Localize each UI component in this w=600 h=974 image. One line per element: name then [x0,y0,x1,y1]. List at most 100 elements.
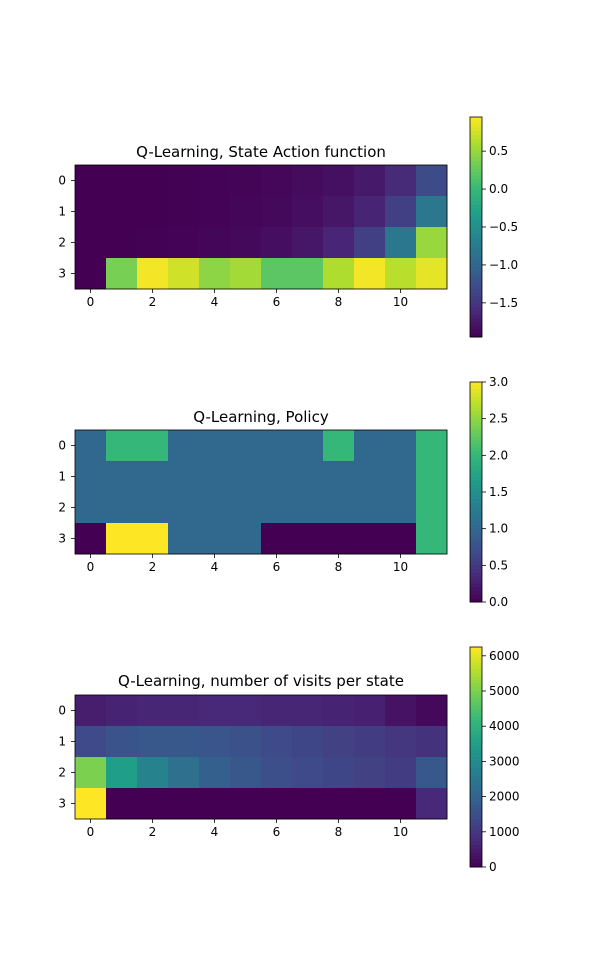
colorbar-tick-label: −0.5 [489,220,518,234]
colorbar-segment [470,845,482,850]
colorbar-segment [470,208,482,213]
heatmap-cell [75,492,107,524]
colorbar-segment [470,451,482,456]
heatmap-cell [137,227,169,259]
colorbar-segment [470,841,482,846]
y-tick-label: 3 [58,532,66,546]
colorbar-segment [470,727,482,732]
heatmap-cell [385,726,417,758]
colorbar-segment [470,550,482,555]
colorbar-tick-label: −1.5 [489,296,518,310]
heatmap-cell [323,227,355,259]
heatmap-cell [106,788,138,820]
colorbar-segment [470,245,482,250]
heatmap-cell [230,523,262,555]
x-tick-label: 6 [273,295,281,309]
heatmap-cell [137,492,169,524]
colorbar-segment [470,503,482,508]
colorbar-segment [470,517,482,522]
colorbar-tick-label: 3.0 [489,375,508,389]
heatmap-cell [354,196,386,228]
y-tick-label: 2 [58,236,66,250]
heatmap-cell [199,430,231,462]
heatmap-cell [416,523,448,555]
colorbar-segment [470,724,482,729]
heatmap-cell [354,461,386,493]
colorbar-segment [470,801,482,806]
colorbar-segment [470,654,482,659]
heatmap-cell [137,788,169,820]
heatmap-cell [416,196,448,228]
colorbar-segment [470,142,482,147]
heatmap-cell [168,523,200,555]
heatmap-cell [416,757,448,789]
colorbar-segment [470,382,482,387]
heatmap-cell [199,757,231,789]
heatmap-cell [416,430,448,462]
colorbar-segment [470,749,482,754]
colorbar-tick-label: 0.0 [489,595,508,609]
colorbar-segment [470,429,482,434]
heatmap-cell [75,757,107,789]
colorbar-segment [470,230,482,235]
colorbar-segment [470,591,482,596]
heatmap-cell [385,430,417,462]
heatmap-cell [168,757,200,789]
colorbar-segment [470,521,482,526]
heatmap-cell [354,695,386,727]
heatmap-cell [292,461,324,493]
colorbar-segment [470,128,482,133]
heatmap-cell [354,258,386,290]
heatmap-cell [261,461,293,493]
colorbar-segment [470,418,482,423]
colorbar-segment [470,565,482,570]
y-tick-label: 3 [58,797,66,811]
heatmap-cell [385,788,417,820]
heatmap-cell [261,695,293,727]
colorbar-segment [470,205,482,210]
colorbar-segment [470,532,482,537]
heatmap-cell [106,430,138,462]
heatmap-cell [323,461,355,493]
heatmap-cell [137,430,169,462]
y-tick-label: 0 [58,439,66,453]
colorbar-segment [470,164,482,169]
colorbar-segment [470,241,482,246]
colorbar-segment [470,572,482,577]
colorbar-segment [470,771,482,776]
colorbar-segment [470,139,482,144]
heatmap-cell [354,430,386,462]
colorbar-segment [470,437,482,442]
heatmap-cell [385,196,417,228]
colorbar-segment [470,683,482,688]
panel-policy: Q-Learning, Policy 0 2 4 6 8 10 0 1 2 3 3.0 2.5 2.0 1… [58,375,508,609]
heatmap-cell [75,196,107,228]
colorbar-segment [470,260,482,265]
colorbar-segment [470,473,482,478]
colorbar-tick-label: 4000 [489,719,520,733]
colorbar-segment [470,404,482,409]
colorbar-segment [470,859,482,864]
colorbar-segment [470,753,482,758]
colorbar-segment [470,837,482,842]
colorbar-segment [470,455,482,460]
colorbar-segment [470,587,482,592]
colorbar-segment [470,322,482,327]
heatmap-cell [137,726,169,758]
heatmap-cell [416,788,448,820]
colorbar-segment [470,256,482,261]
colorbar-tick-label: 5000 [489,684,520,698]
heatmap-cell [354,523,386,555]
colorbar-segment [470,558,482,563]
y-tick-label: 2 [58,501,66,515]
colorbar-segment [470,830,482,835]
colorbar-segment [470,396,482,401]
colorbar-segment [470,407,482,412]
heatmap-cell [354,227,386,259]
heatmap-cell [168,165,200,197]
colorbar-segment [470,848,482,853]
panel-visits: Q-Learning, number of visits per state 0… [58,646,520,874]
colorbar-segment [470,415,482,420]
colorbar-segment [470,779,482,784]
colorbar-segment [470,179,482,184]
